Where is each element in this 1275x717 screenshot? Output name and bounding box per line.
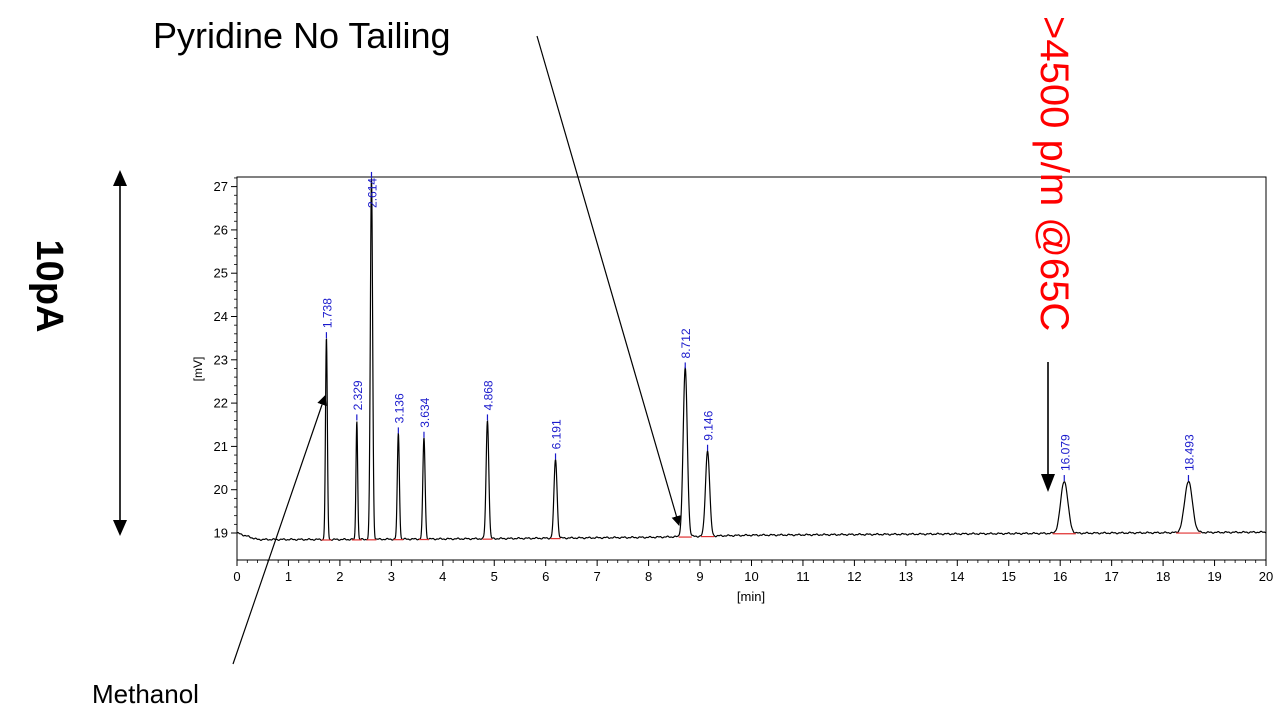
methanol-annotation: Methanol <box>92 679 199 709</box>
x-tick-label: 18 <box>1156 569 1170 584</box>
plot-frame <box>236 176 1267 561</box>
x-tick-label: 1 <box>285 569 292 584</box>
y-tick-label: 19 <box>214 526 228 541</box>
x-tick-label: 2 <box>336 569 343 584</box>
chromatogram-trace <box>236 178 1267 541</box>
peak-label: 16.079 <box>1058 434 1072 471</box>
x-tick-label: 5 <box>491 569 498 584</box>
scale-bar-arrow-up-icon <box>113 170 127 186</box>
y-tick-label: 26 <box>214 222 228 237</box>
x-tick-label: 0 <box>233 569 240 584</box>
x-tick-label: 10 <box>744 569 758 584</box>
efficiency-annotation: >4500 p/m @65C <box>1032 16 1076 331</box>
y-tick-label: 22 <box>214 396 228 411</box>
y-tick-label: 24 <box>214 309 228 324</box>
scale-bar-label: 10pA <box>28 240 70 333</box>
y-tick-label: 20 <box>214 482 228 497</box>
y-tick-label: 21 <box>214 439 228 454</box>
efficiency-arrow-head-icon <box>1041 474 1055 492</box>
peak-label: 3.136 <box>392 393 406 423</box>
x-tick-label: 15 <box>1002 569 1016 584</box>
y-tick-label: 27 <box>214 179 228 194</box>
x-tick-label: 11 <box>796 569 810 584</box>
x-tick-label: 14 <box>950 569 964 584</box>
x-tick-label: 7 <box>594 569 601 584</box>
x-tick-label: 6 <box>542 569 549 584</box>
x-tick-label: 8 <box>645 569 652 584</box>
x-axis-label: [min] <box>737 589 765 604</box>
pyridine-annotation: Pyridine No Tailing <box>153 15 451 56</box>
y-tick-label: 23 <box>214 352 228 367</box>
peak-label: 1.738 <box>320 298 334 328</box>
x-tick-label: 13 <box>899 569 913 584</box>
peak-label: 3.634 <box>418 397 432 427</box>
x-tick-label: 4 <box>439 569 446 584</box>
peak-label: 4.868 <box>481 380 495 410</box>
peak-label: 9.146 <box>702 410 716 440</box>
methanol-arrow <box>232 395 327 665</box>
x-tick-label: 16 <box>1053 569 1067 584</box>
y-axis-label: [mV] <box>191 357 205 382</box>
y-tick-label: 25 <box>214 266 228 281</box>
peak-label: 8.712 <box>679 328 693 358</box>
peak-label: 2.614 <box>365 178 379 208</box>
x-tick-label: 17 <box>1104 569 1118 584</box>
scale-bar-arrow-down-icon <box>113 520 127 536</box>
x-tick-label: 20 <box>1259 569 1273 584</box>
peak-label: 2.329 <box>351 380 365 410</box>
x-tick-label: 12 <box>847 569 861 584</box>
x-tick-label: 19 <box>1207 569 1221 584</box>
peak-label: 18.493 <box>1182 434 1196 471</box>
pyridine-arrow <box>536 35 682 526</box>
peak-label: 6.191 <box>550 419 564 449</box>
x-tick-label: 9 <box>696 569 703 584</box>
x-tick-label: 3 <box>388 569 395 584</box>
